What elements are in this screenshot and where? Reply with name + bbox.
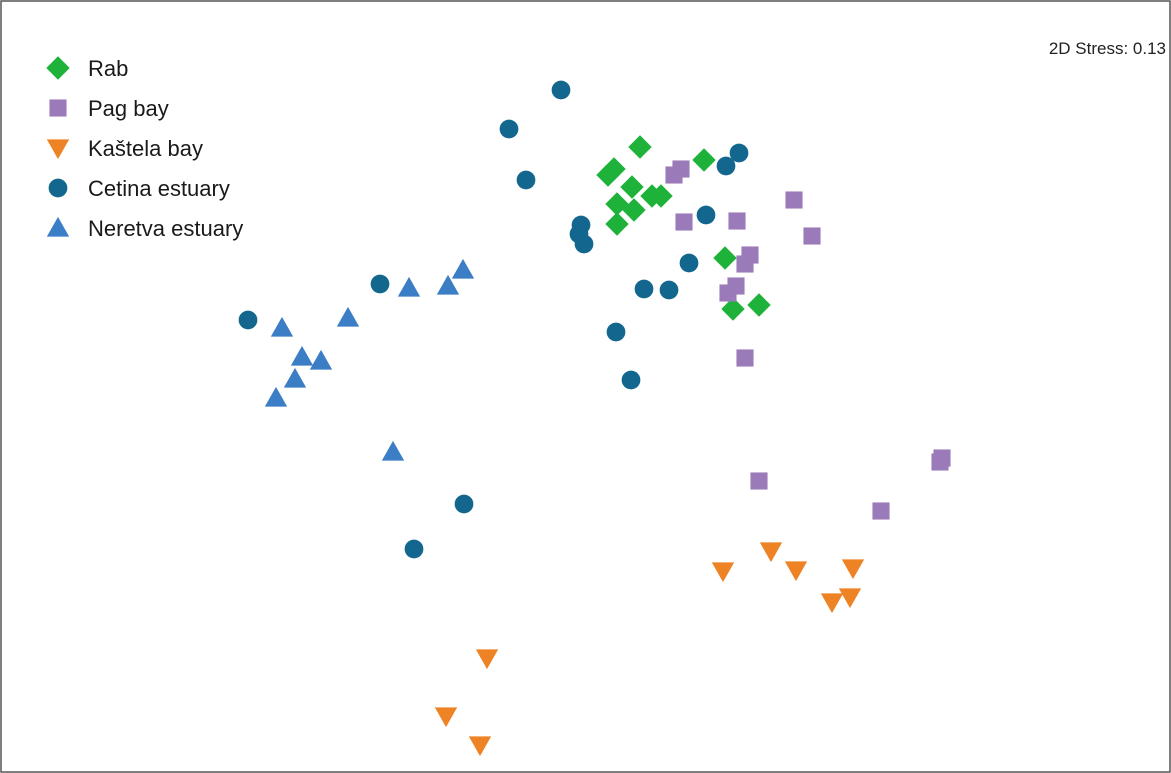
- cetina-estuary-point: [574, 234, 594, 254]
- legend-marker-rab: [46, 56, 70, 80]
- cetina-estuary-point: [606, 322, 626, 342]
- neretva-estuary-point: [264, 386, 288, 407]
- legend-marker-neretva-estuary: [46, 216, 70, 237]
- cetina-estuary-point: [370, 274, 390, 294]
- rab-point: [622, 198, 646, 222]
- ka-tela-bay-point: [784, 561, 808, 582]
- pag-bay-point: [872, 502, 890, 520]
- legend-label-rab: Rab: [88, 56, 128, 81]
- ka-tela-bay-point: [468, 736, 492, 757]
- legend-marker-ka-tela-bay: [46, 139, 70, 160]
- pag-bay-point: [785, 191, 803, 209]
- neretva-estuary-point: [270, 316, 294, 337]
- rab-point: [747, 293, 771, 317]
- pag-bay-point: [803, 227, 821, 245]
- ka-tela-bay-point: [841, 559, 865, 580]
- data-points: [238, 80, 951, 757]
- neretva-estuary-point: [309, 349, 333, 370]
- cetina-estuary-point: [499, 119, 519, 139]
- pag-bay-point: [727, 277, 745, 295]
- ka-tela-bay-point: [759, 542, 783, 563]
- pag-bay-point: [675, 213, 693, 231]
- rab-point: [605, 212, 629, 236]
- rab-point: [713, 246, 737, 270]
- pag-bay-point: [728, 212, 746, 230]
- pag-bay-point: [736, 255, 754, 273]
- ka-tela-bay-point: [711, 562, 735, 583]
- legend-label-neretva-estuary: Neretva estuary: [88, 216, 243, 241]
- cetina-estuary-point: [516, 170, 536, 190]
- rab-point: [649, 184, 673, 208]
- stress-annotation: 2D Stress: 0.13: [1049, 39, 1166, 58]
- legend-marker-cetina-estuary: [48, 178, 68, 198]
- ka-tela-bay-point: [820, 593, 844, 614]
- legend-label-cetina-estuary: Cetina estuary: [88, 176, 230, 201]
- cetina-estuary-point: [238, 310, 258, 330]
- legend-label-pag-bay: Pag bay: [88, 96, 169, 121]
- neretva-estuary-point: [336, 306, 360, 327]
- rab-point: [602, 157, 626, 181]
- pag-bay-point: [672, 160, 690, 178]
- ka-tela-bay-point: [475, 649, 499, 670]
- legend: Rab Pag bay Kaštela bay Cetina estuary Neret…: [46, 56, 243, 241]
- neretva-estuary-point: [283, 367, 307, 388]
- cetina-estuary-point: [454, 494, 474, 514]
- cetina-estuary-point: [679, 253, 699, 273]
- rab-point: [721, 297, 745, 321]
- cetina-estuary-point: [696, 205, 716, 225]
- legend-label-ka-tela-bay: Kaštela bay: [88, 136, 203, 161]
- rab-point: [692, 148, 716, 172]
- ka-tela-bay-point: [838, 588, 862, 609]
- cetina-estuary-point: [634, 279, 654, 299]
- neretva-estuary-point: [381, 440, 405, 461]
- pag-bay-point: [933, 449, 951, 467]
- rab-point: [628, 135, 652, 159]
- ka-tela-bay-point: [434, 707, 458, 728]
- neretva-estuary-point: [451, 258, 475, 279]
- cetina-estuary-point: [551, 80, 571, 100]
- cetina-estuary-point: [729, 143, 749, 163]
- cetina-estuary-point: [621, 370, 641, 390]
- legend-marker-pag-bay: [49, 99, 67, 117]
- rab-point: [620, 175, 644, 199]
- neretva-estuary-point: [436, 274, 460, 295]
- neretva-estuary-point: [290, 345, 314, 366]
- cetina-estuary-point: [716, 156, 736, 176]
- neretva-estuary-point: [397, 276, 421, 297]
- cetina-estuary-point: [404, 539, 424, 559]
- pag-bay-point: [750, 472, 768, 490]
- cetina-estuary-point: [659, 280, 679, 300]
- pag-bay-point: [736, 349, 754, 367]
